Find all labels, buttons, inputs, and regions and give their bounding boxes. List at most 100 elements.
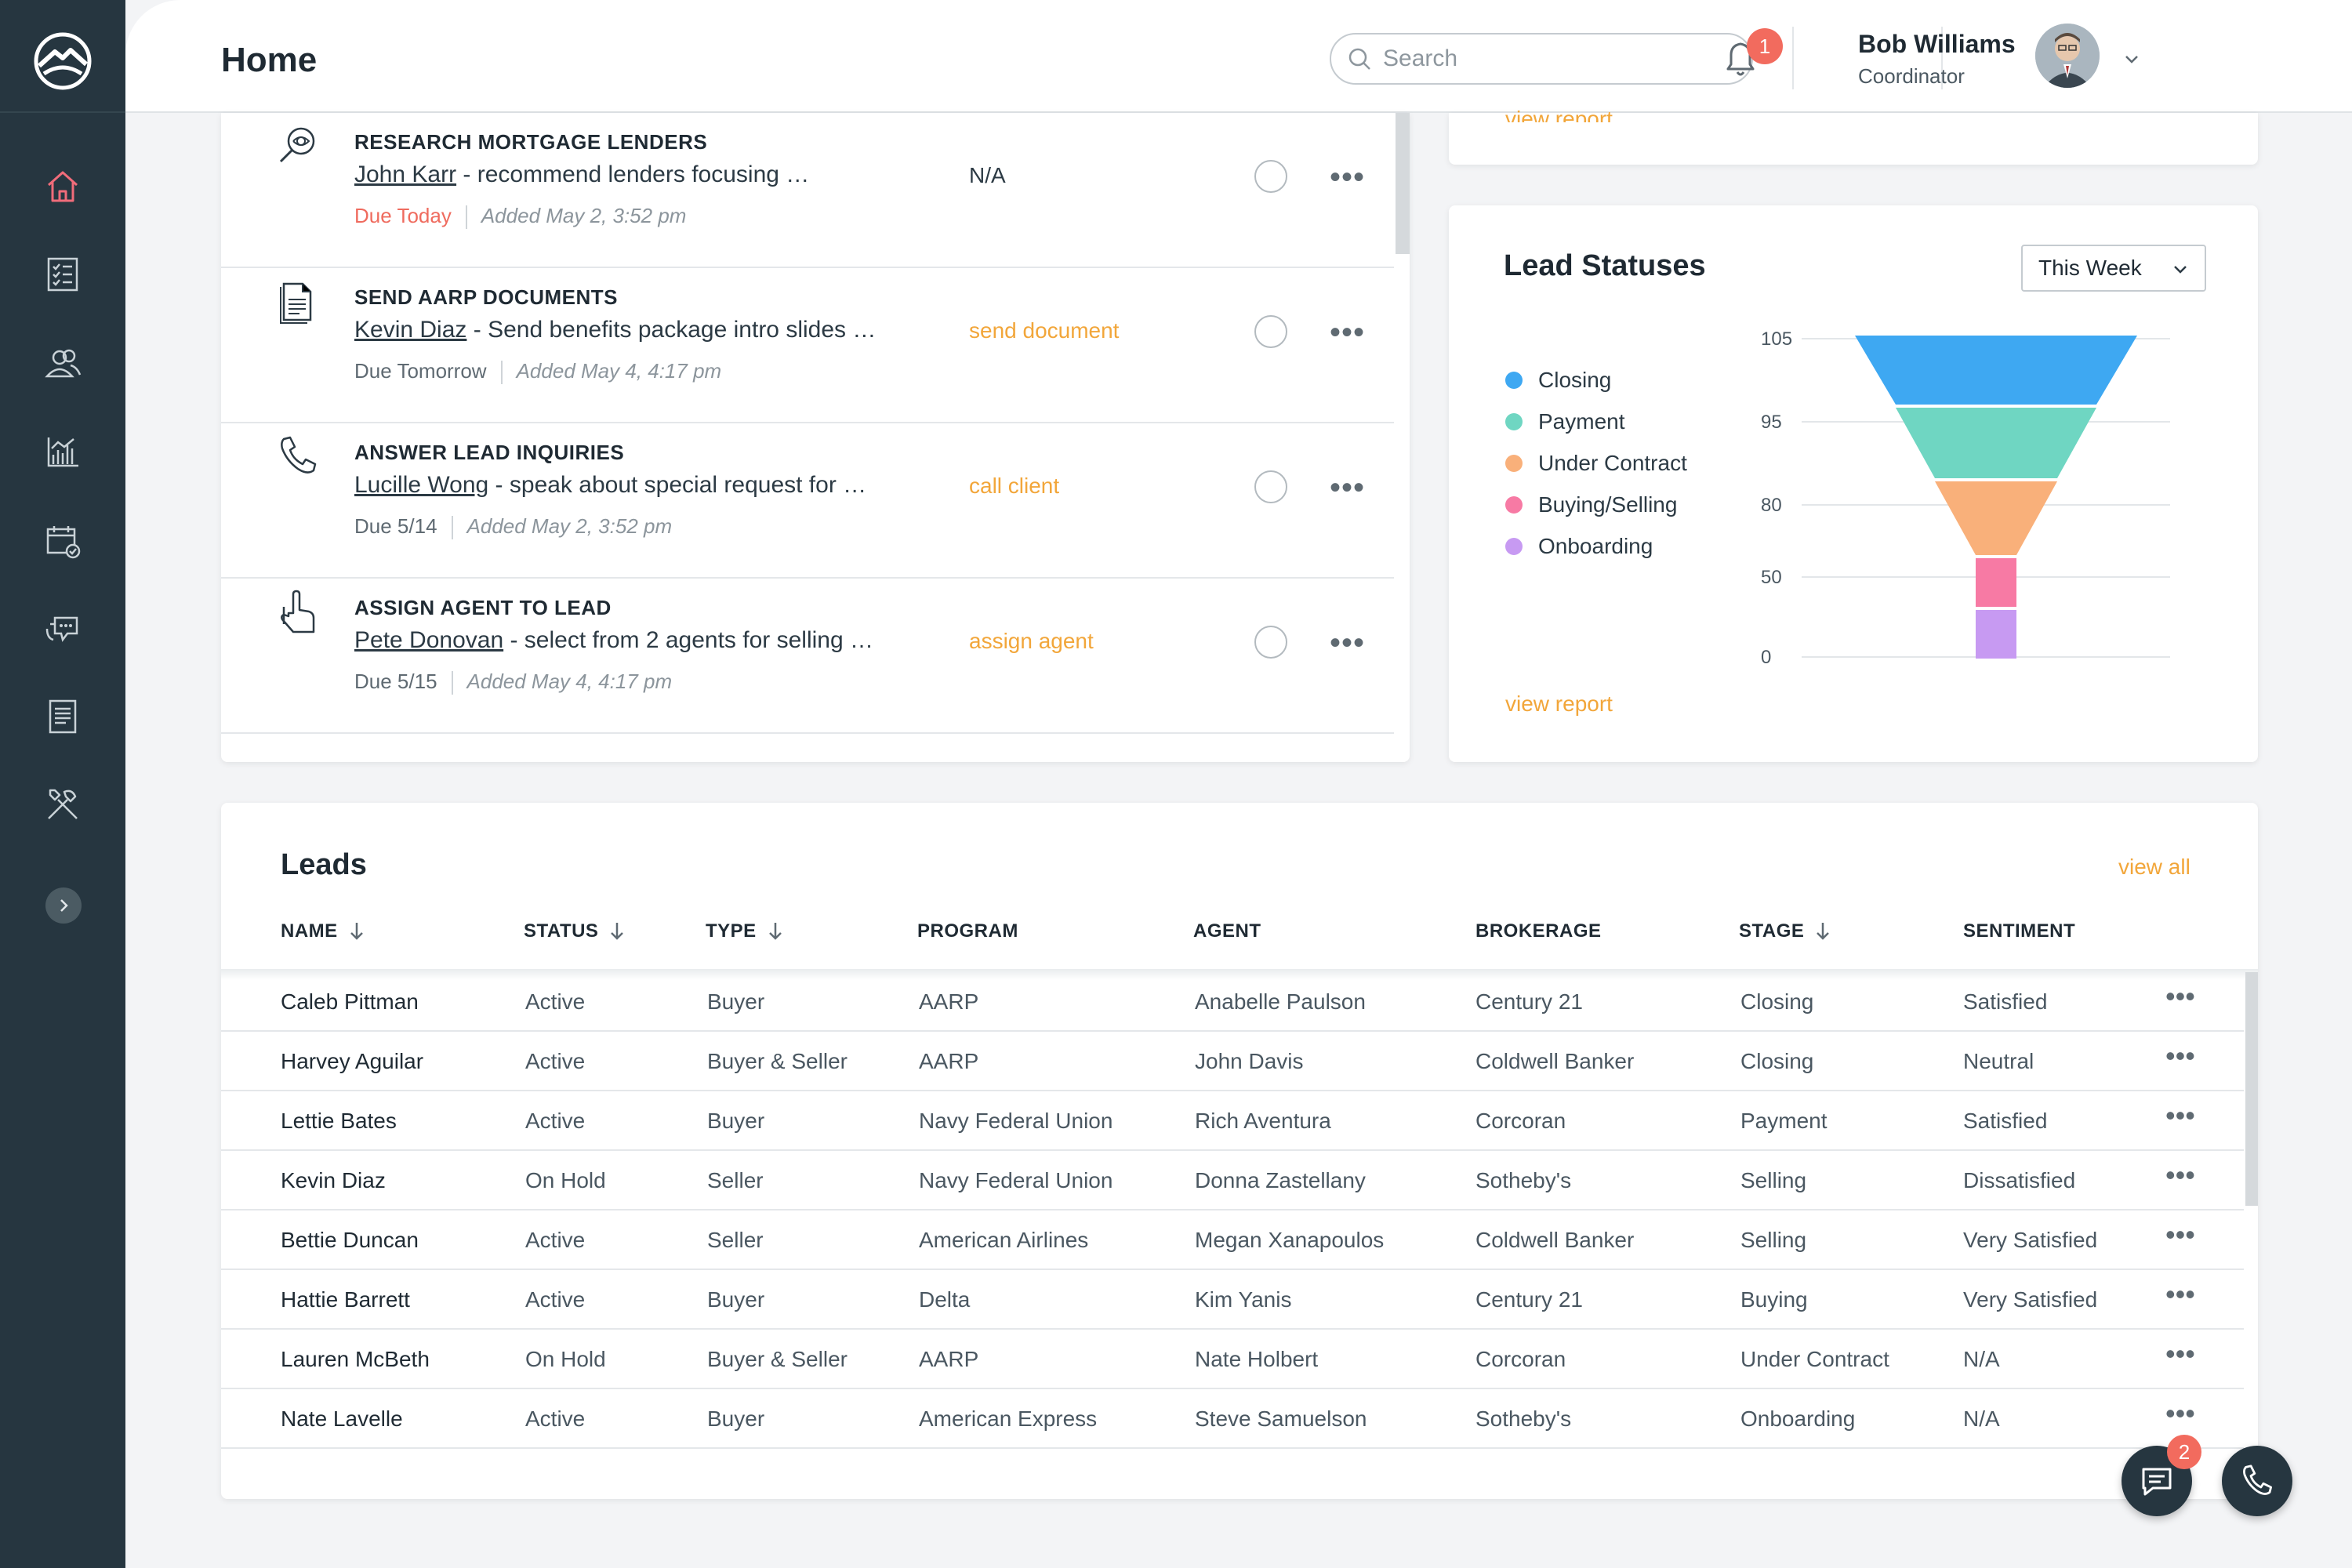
cell-brokerage: Century 21 [1475,1287,1583,1312]
user-name[interactable]: Bob Williams [1858,30,2016,58]
cell-sentiment: Very Satisfied [1963,1287,2098,1312]
task-title: ASSIGN AGENT TO LEAD [354,596,612,619]
column-header-agent[interactable]: AGENT [1193,920,1261,942]
tasks-scrollbar[interactable] [1396,113,1410,254]
table-row[interactable]: Kevin Diaz On Hold Seller Navy Federal Unio… [221,1151,2244,1210]
sidebar-item-home[interactable] [39,163,86,210]
task-item[interactable]: RESEARCH MORTGAGE LENDERS John Karr - re… [221,113,1394,268]
table-row[interactable]: Hattie Barrett Active Buyer Delta Kim Yanis C… [221,1270,2244,1330]
magnifier-icon [276,122,320,169]
cell-stage: Selling [1740,1228,1807,1252]
cell-status: Active [525,1109,586,1133]
task-complete-checkbox[interactable] [1254,470,1287,503]
task-meta: Due 5/14 Added May 2, 3:52 pm [354,514,672,540]
column-header-type[interactable]: TYPE [706,920,783,942]
table-row[interactable]: Nate Lavelle Active Buyer American Express S… [221,1389,2244,1449]
row-more-button[interactable]: ••• [2165,1397,2195,1429]
task-item[interactable]: ANSWER LEAD INQUIRIES Lucille Wong - spe… [221,423,1394,579]
cell-name: Harvey Aguilar [281,1049,424,1073]
notification-badge: 1 [1747,28,1783,64]
chat-bubbles-icon [45,616,78,642]
task-action[interactable]: assign agent [969,629,1094,653]
search-input[interactable] [1383,45,1728,72]
task-contact-link[interactable]: Lucille Wong [354,472,489,498]
table-row[interactable]: Caleb Pittman Active Buyer AARP Anabelle Pau… [221,972,2244,1032]
sidebar-item-contacts[interactable] [39,340,86,387]
sidebar-item-messages[interactable] [39,605,86,652]
app-logo-icon[interactable] [31,30,94,93]
user-menu-toggle[interactable] [2120,47,2143,71]
cell-brokerage: Sotheby's [1475,1168,1572,1192]
sidebar-item-reports[interactable] [39,428,86,475]
sidebar-item-documents[interactable] [39,693,86,740]
search-box[interactable] [1330,33,1753,85]
task-more-button[interactable]: ••• [1330,626,1366,660]
cell-program: Delta [919,1287,971,1312]
column-header-program[interactable]: PROGRAM [917,920,1018,942]
task-complete-checkbox[interactable] [1254,626,1287,659]
row-more-button[interactable]: ••• [2165,1218,2195,1250]
column-header-name[interactable]: NAME [281,920,365,942]
task-meta: Due 5/15 Added May 4, 4:17 pm [354,670,672,695]
table-row[interactable]: Lettie Bates Active Buyer Navy Federal Unio… [221,1091,2244,1151]
cell-brokerage: Corcoran [1475,1347,1566,1371]
cell-type: Buyer [707,989,765,1014]
row-more-button[interactable]: ••• [2165,1099,2195,1131]
task-action[interactable]: call client [969,474,1060,498]
cell-type: Buyer & Seller [707,1347,848,1371]
table-row[interactable]: Harvey Aguilar Active Buyer & Seller AARP Jo… [221,1032,2244,1091]
bar-chart-icon [47,437,78,467]
task-added: Added May 4, 4:17 pm [466,670,673,693]
task-more-button[interactable]: ••• [1330,315,1366,350]
view-report-link[interactable]: view report [1505,691,1613,716]
avatar[interactable] [2035,24,2100,88]
column-header-sentiment[interactable]: SENTIMENT [1963,920,2076,942]
cell-program: AARP [919,989,979,1014]
document-list-icon [49,699,77,734]
task-complete-checkbox[interactable] [1254,160,1287,193]
column-header-status[interactable]: STATUS [524,920,625,942]
view-all-link[interactable]: view all [2118,855,2190,879]
period-select[interactable]: This Week [2021,245,2206,292]
cell-sentiment: N/A [1963,1406,2000,1431]
leads-scrollbar[interactable] [2245,972,2258,1206]
sidebar-item-tools[interactable] [39,781,86,828]
cell-brokerage: Coldwell Banker [1475,1049,1635,1073]
row-more-button[interactable]: ••• [2165,980,2195,1012]
task-action: N/A [969,163,1006,187]
cell-name: Bettie Duncan [281,1228,419,1252]
cell-type: Buyer [707,1406,765,1431]
task-item[interactable]: ASSIGN AGENT TO LEAD Pete Donovan - sele… [221,579,1394,734]
task-item[interactable]: SEND AARP DOCUMENTS Kevin Diaz - Send be… [221,268,1394,423]
table-row[interactable]: Lauren McBeth On Hold Buyer & Seller AARP Na… [221,1330,2244,1389]
view-report-link-partial[interactable]: view report [1505,107,1613,122]
legend-item: Closing [1505,359,1687,401]
row-more-button[interactable]: ••• [2165,1040,2195,1072]
task-title: ANSWER LEAD INQUIRIES [354,441,625,464]
task-contact-link[interactable]: Kevin Diaz [354,317,467,343]
cell-status: Active [525,989,586,1014]
task-more-button[interactable]: ••• [1330,160,1366,194]
sidebar-expand-button[interactable] [45,887,82,924]
task-action[interactable]: send document [969,318,1120,343]
cell-agent: John Davis [1195,1049,1304,1073]
sidebar-item-calendar[interactable] [39,517,86,564]
funnel-tick-label: 0 [1761,647,1771,668]
table-row[interactable]: Bettie Duncan Active Seller American Airlin… [221,1210,2244,1270]
row-more-button[interactable]: ••• [2165,1278,2195,1310]
call-button[interactable] [2222,1446,2292,1516]
sidebar-item-tasks[interactable] [39,251,86,298]
column-header-stage[interactable]: STAGE [1739,920,1831,942]
row-more-button[interactable]: ••• [2165,1338,2195,1370]
row-more-button[interactable]: ••• [2165,1159,2195,1191]
funnel-segment-under-contract [1935,481,2057,555]
document-icon [276,278,320,325]
cell-stage: Closing [1740,989,1814,1014]
legend-dot [1505,412,1523,430]
task-contact-link[interactable]: Pete Donovan [354,627,504,653]
column-header-brokerage[interactable]: BROKERAGE [1475,920,1602,942]
top-bar: Home [125,0,2352,113]
task-complete-checkbox[interactable] [1254,315,1287,348]
task-more-button[interactable]: ••• [1330,470,1366,505]
task-contact-link[interactable]: John Karr [354,162,457,187]
